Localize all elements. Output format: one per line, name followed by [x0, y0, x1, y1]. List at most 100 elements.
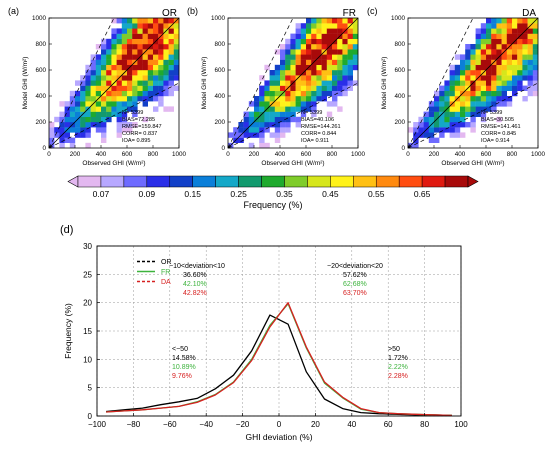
density-cell [173, 70, 180, 76]
density-cell [434, 111, 440, 117]
density-cell [54, 116, 60, 123]
annot-mid-da: 42.82% [183, 290, 207, 297]
density-cell [153, 44, 159, 50]
density-cell [121, 23, 128, 29]
density-cell [527, 38, 533, 45]
density-cell [64, 106, 70, 112]
density-cell [527, 75, 533, 81]
density-cell [85, 85, 91, 91]
density-cell [332, 44, 338, 50]
density-cell [496, 18, 502, 24]
density-cell [470, 85, 476, 91]
y-tick-label: 600 [35, 67, 46, 74]
density-cell [264, 142, 270, 149]
stat-ioa: IOA= 0.911 [301, 138, 329, 144]
density-cell [306, 33, 312, 39]
density-cell [137, 90, 143, 97]
density-cell [321, 28, 327, 34]
density-cell [106, 101, 112, 107]
density-cell [434, 137, 440, 143]
density-cell [460, 122, 466, 128]
density-cell [491, 106, 497, 112]
density-cell [428, 106, 435, 112]
density-cell [142, 70, 148, 76]
density-cell [168, 49, 174, 55]
density-cell [285, 59, 291, 65]
density-cell [153, 90, 159, 97]
panel-label: (c) [367, 6, 378, 16]
y-tick-label: 0 [42, 145, 46, 152]
density-cell [132, 85, 138, 91]
density-cell [470, 111, 476, 117]
density-cell [153, 49, 159, 55]
x-tick-label: 20 [311, 420, 320, 429]
density-cell [316, 23, 322, 29]
density-cell [49, 122, 55, 128]
density-cell [158, 96, 164, 102]
density-cell [316, 28, 322, 34]
x-tick-label: 200 [429, 151, 440, 158]
density-cell [269, 90, 275, 97]
density-cell [116, 127, 122, 133]
density-cell [501, 70, 507, 76]
density-cell [428, 116, 435, 123]
density-cell [95, 127, 102, 133]
density-cell [522, 96, 528, 102]
density-cell [522, 49, 528, 55]
density-cell [285, 54, 291, 60]
density-cell [475, 111, 481, 117]
density-cell [306, 106, 312, 112]
x-tick-label: 40 [347, 420, 356, 429]
density-cell [101, 49, 107, 55]
density-cell [475, 106, 481, 112]
density-cell [465, 44, 471, 50]
density-cell [496, 64, 502, 71]
density-cell [347, 54, 353, 60]
density-cell [69, 96, 76, 102]
density-cell [127, 28, 133, 34]
density-cell [480, 85, 487, 91]
stat-corr: CORR= 0.837 [122, 131, 157, 137]
density-cell [168, 80, 174, 86]
density-cell [475, 38, 481, 45]
density-cell [449, 106, 455, 112]
density-cell [269, 106, 275, 112]
density-cell [506, 18, 513, 24]
density-cell [352, 54, 359, 60]
colorbar-segment [398, 175, 423, 188]
density-cell [111, 85, 117, 91]
density-cell [527, 49, 533, 55]
density-cell [439, 85, 445, 91]
density-cell [49, 137, 55, 143]
density-cell [501, 23, 507, 29]
density-cell [290, 33, 296, 39]
density-cell [326, 38, 333, 45]
density-cell [332, 90, 338, 97]
colorbar-segment [77, 175, 102, 188]
density-cell [269, 132, 275, 138]
density-cell [512, 54, 518, 60]
density-cell [300, 33, 307, 39]
density-cell [306, 49, 312, 55]
density-cell [321, 70, 327, 76]
density-cell [285, 49, 291, 55]
density-cell [326, 90, 333, 97]
density-cell [243, 116, 249, 123]
density-cell [512, 49, 518, 55]
x-tick-label: 600 [122, 151, 133, 158]
density-cell [527, 33, 533, 39]
density-cell [80, 122, 86, 128]
density-cell [475, 80, 481, 86]
density-cell [269, 96, 275, 102]
density-cell [264, 122, 270, 128]
y-tick-label: 15 [83, 327, 92, 336]
x-tick-label: 60 [384, 420, 393, 429]
density-cell [434, 101, 440, 107]
density-cell [532, 38, 539, 45]
density-cell [137, 85, 143, 91]
density-cell [295, 59, 301, 65]
density-cell [332, 33, 338, 39]
x-tick-label: 100 [454, 420, 468, 429]
density-cell [486, 23, 492, 29]
density-cell [142, 23, 148, 29]
